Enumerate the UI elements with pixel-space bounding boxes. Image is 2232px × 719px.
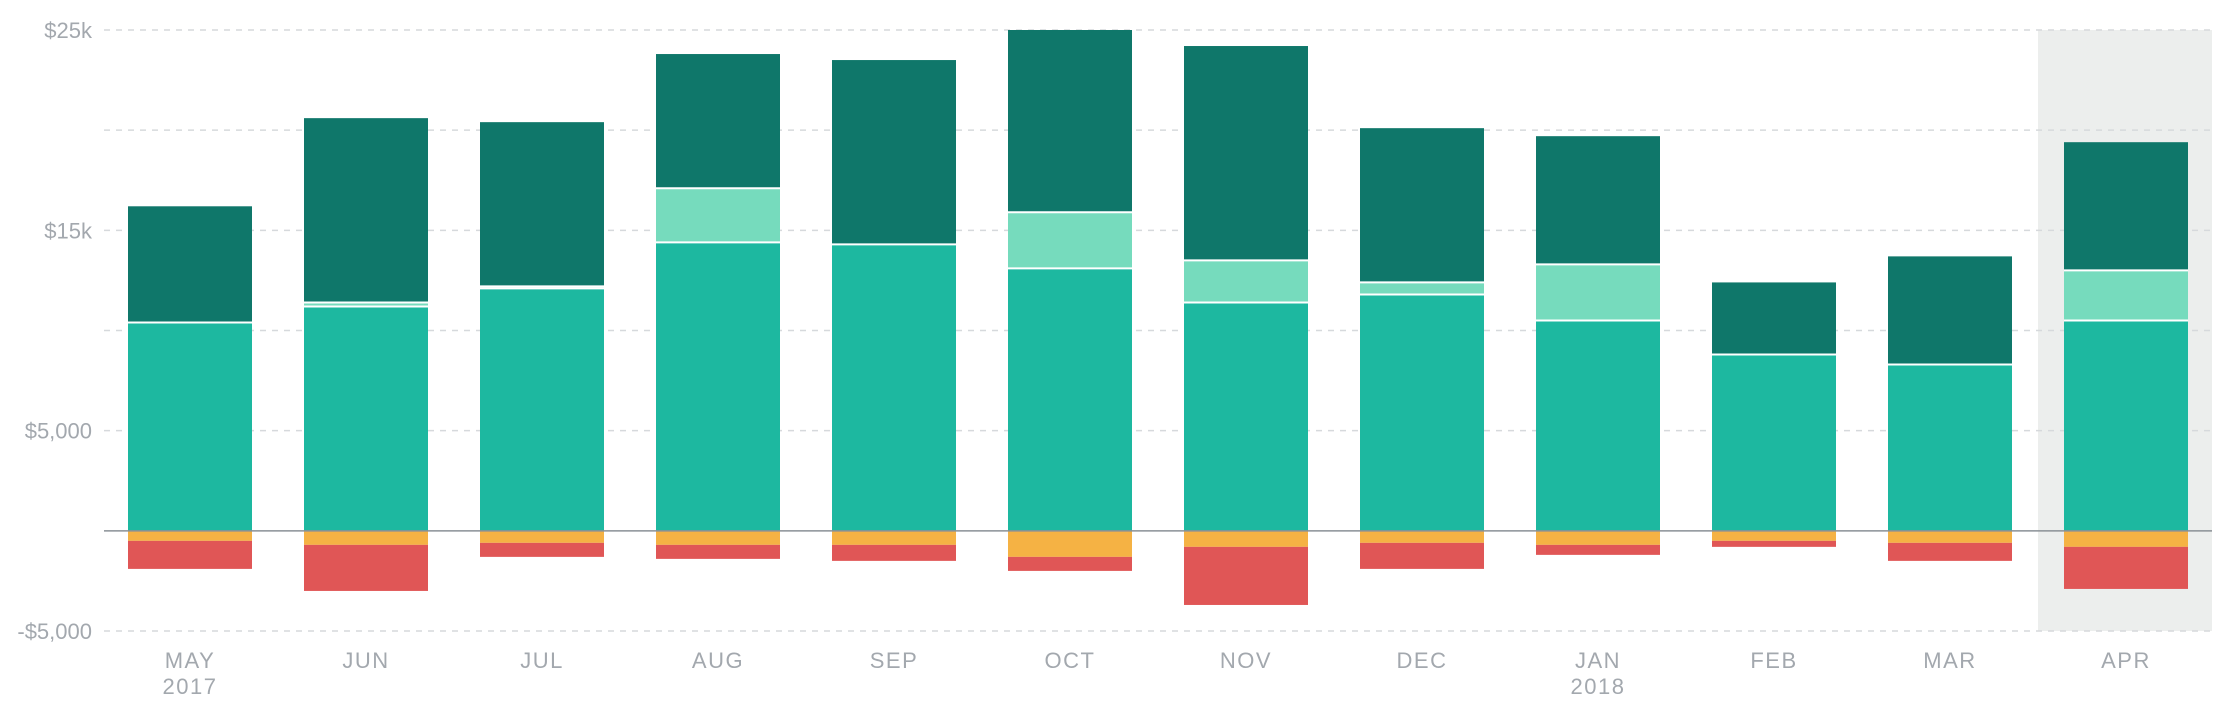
bar-segment [1888,364,2012,531]
bar-segment [304,530,428,545]
bar-segment [1360,530,1484,543]
bar-segment [304,544,428,591]
x-tick-label: DEC [1397,648,1448,673]
x-tick-year-label: 2017 [163,674,218,699]
bar-segment [304,118,428,303]
bar-segment [832,244,956,531]
x-tick-label: MAR [1923,648,1976,673]
bar-segment [1360,542,1484,569]
bar-segment [2064,320,2188,531]
x-tick-year-label: 2018 [1571,674,1626,699]
bar-segment [128,530,252,541]
bar-segment [1008,268,1132,531]
y-tick-label: $15k [44,218,93,243]
bar-segment [1184,530,1308,547]
bar-segment [832,544,956,561]
bar-segment [1712,282,1836,355]
bar-segment [480,122,604,287]
bar-segment [2064,270,2188,321]
bar-segment [304,306,428,531]
bar-segment [656,54,780,189]
bar-segment [128,206,252,323]
bar-segment [656,544,780,559]
x-tick-label: MAY [165,648,216,673]
bar-segment [1008,556,1132,571]
bar-segment [1184,260,1308,303]
bar-segment [1888,530,2012,543]
bar-segment [1712,530,1836,541]
bar-segment [1184,302,1308,531]
bar-segment [480,288,604,531]
bar-segment [480,542,604,557]
bar-segment [1008,30,1132,213]
bar-segment [1008,212,1132,269]
bar-segment [1888,542,2012,561]
bar-segment [1536,320,1660,531]
x-tick-label: OCT [1045,648,1096,673]
bar-segment [128,322,252,531]
y-tick-label: $25k [44,18,93,43]
bar-segment [1008,530,1132,557]
bar-segment [480,530,604,543]
x-tick-label: FEB [1750,648,1797,673]
bar-segments [128,30,2188,605]
bar-segment [2064,142,2188,271]
bar-segment [2064,546,2188,589]
bar-segment [1712,354,1836,531]
bar-segment [1536,544,1660,555]
bar-segment [1712,540,1836,547]
bar-segment [304,302,428,307]
gridlines [104,29,2212,632]
bar-segment [128,540,252,569]
y-tick-label: -$5,000 [17,619,92,644]
bar-segment [1184,546,1308,605]
x-tick-label: SEP [870,648,919,673]
x-tick-label: AUG [692,648,744,673]
bar-segment [1360,128,1484,283]
y-tick-label: $5,000 [25,419,92,444]
x-tick-label: JUN [342,648,389,673]
bar-segment [832,60,956,245]
bar-segment [1360,294,1484,531]
x-tick-label: JUL [520,648,564,673]
bar-segment [656,530,780,545]
bar-segment [656,242,780,531]
bar-segment [1536,264,1660,321]
bar-segment [1360,282,1484,295]
x-tick-label: NOV [1220,648,1272,673]
y-axis-tick-labels: $25k $15k $5,000 -$5,000 [17,18,93,644]
bar-segment [480,286,604,289]
x-tick-label: JAN [1575,648,1621,673]
x-tick-label: APR [2101,648,2151,673]
bar-segment [656,188,780,243]
bar-segment [2064,530,2188,547]
bar-segment [1888,256,2012,365]
bar-segment [832,530,956,545]
bar-segment [1184,46,1308,261]
bar-segment [1536,136,1660,265]
bar-segment [1536,530,1660,545]
